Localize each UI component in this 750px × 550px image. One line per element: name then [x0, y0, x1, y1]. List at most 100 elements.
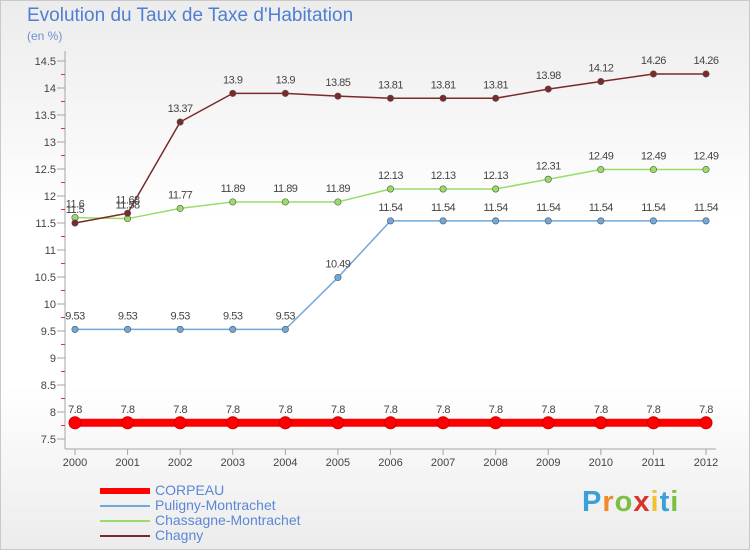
data-point: [71, 219, 79, 227]
data-label: 11.54: [431, 202, 456, 214]
data-label: 9.53: [65, 310, 85, 322]
data-label: 7.8: [278, 404, 292, 416]
x-tick-label: 2011: [642, 457, 666, 469]
data-point: [281, 89, 289, 97]
data-label: 13.81: [483, 79, 508, 91]
y-tick-label: 13: [44, 137, 56, 149]
data-point: [439, 185, 447, 193]
x-tick-label: 2000: [63, 457, 87, 469]
data-point: [649, 166, 657, 174]
data-label: 11.54: [589, 202, 614, 214]
data-point: [229, 198, 237, 206]
data-label: 13.9: [223, 74, 243, 86]
data-label: 11.68: [115, 194, 140, 206]
x-tick-label: 2003: [221, 457, 245, 469]
data-label: 9.53: [276, 310, 296, 322]
data-point: [702, 166, 710, 174]
data-point: [124, 209, 132, 217]
data-label: 7.8: [541, 404, 555, 416]
data-point: [492, 217, 500, 225]
data-label: 11.89: [221, 183, 246, 195]
y-tick-label: 11: [45, 245, 56, 257]
legend-item-chassagne: Chassagne-Montrachet: [100, 512, 400, 528]
legend-swatch-chagny: [100, 535, 150, 537]
data-label: 11.89: [326, 183, 351, 195]
data-point: [281, 198, 289, 206]
x-tick-label: 2012: [694, 457, 718, 469]
data-label: 10.49: [325, 259, 350, 271]
data-label: 7.8: [331, 404, 345, 416]
data-point: [544, 85, 552, 93]
data-label: 7.8: [173, 404, 187, 416]
legend-item-chagny: Chagny: [100, 527, 400, 543]
data-point: [699, 416, 713, 430]
data-point: [646, 416, 660, 430]
data-point: [439, 217, 447, 225]
logo-letter: i: [670, 486, 680, 518]
data-point: [278, 416, 292, 430]
logo-letter: o: [614, 486, 634, 518]
data-label: 12.49: [588, 151, 613, 163]
y-tick-label: 12: [44, 191, 56, 203]
y-tick-label: 14: [44, 83, 56, 95]
logo-letter: i: [650, 486, 660, 518]
data-label: 14.12: [588, 63, 613, 75]
data-label: 12.49: [641, 151, 666, 163]
data-label: 7.8: [121, 404, 135, 416]
x-tick-label: 2001: [115, 457, 139, 469]
data-label: 11.58: [115, 200, 140, 212]
data-point: [281, 325, 289, 333]
y-tick-label: 10: [44, 299, 56, 311]
data-label: 9.53: [118, 310, 138, 322]
y-tick-label: 8.5: [41, 380, 56, 392]
data-point: [226, 416, 240, 430]
data-point: [649, 70, 657, 78]
x-tick-label: 2006: [378, 457, 402, 469]
x-tick-label: 2010: [589, 457, 613, 469]
data-point: [597, 217, 605, 225]
x-tick-label: 2004: [273, 457, 297, 469]
legend-item-corpeau: CORPEAU: [100, 482, 400, 498]
data-label: 9.53: [170, 310, 190, 322]
data-point: [229, 89, 237, 97]
data-point: [439, 94, 447, 102]
chart-subtitle: (en %): [27, 29, 63, 43]
y-tick-label: 11.5: [35, 218, 56, 230]
data-point: [331, 416, 345, 430]
legend-swatch-chassagne: [100, 520, 150, 522]
data-point: [176, 118, 184, 126]
data-point: [702, 217, 710, 225]
y-tick-label: 9: [50, 353, 56, 365]
data-point: [597, 78, 605, 86]
legend-swatch-puligny: [100, 505, 150, 507]
data-label: 11.54: [641, 202, 666, 214]
data-label: 11.89: [273, 183, 298, 195]
data-label: 11.6: [66, 199, 85, 211]
data-point: [334, 92, 342, 100]
proxiti-logo: Proxiti: [582, 486, 679, 519]
data-point: [173, 416, 187, 430]
data-point: [436, 416, 450, 430]
data-label: 9.53: [223, 310, 243, 322]
data-point: [176, 325, 184, 333]
data-label: 14.26: [693, 55, 718, 67]
y-tick-label: 14.5: [35, 56, 56, 68]
data-label: 12.31: [536, 160, 561, 172]
logo-letter: P: [582, 486, 603, 518]
data-label: 11.5: [66, 204, 85, 216]
data-label: 11.54: [378, 202, 403, 214]
data-point: [121, 416, 135, 430]
x-tick-label: 2005: [326, 457, 350, 469]
y-tick-label: 10.5: [35, 272, 56, 284]
legend-label-corpeau: CORPEAU: [155, 482, 225, 498]
data-point: [489, 416, 503, 430]
x-tick-label: 2002: [168, 457, 192, 469]
data-label: 7.8: [384, 404, 398, 416]
logo-letter: t: [659, 486, 671, 518]
data-point: [492, 94, 500, 102]
data-label: 12.13: [431, 170, 456, 182]
data-label: 12.13: [378, 170, 403, 182]
data-label: 7.8: [594, 404, 608, 416]
data-point: [702, 70, 710, 78]
